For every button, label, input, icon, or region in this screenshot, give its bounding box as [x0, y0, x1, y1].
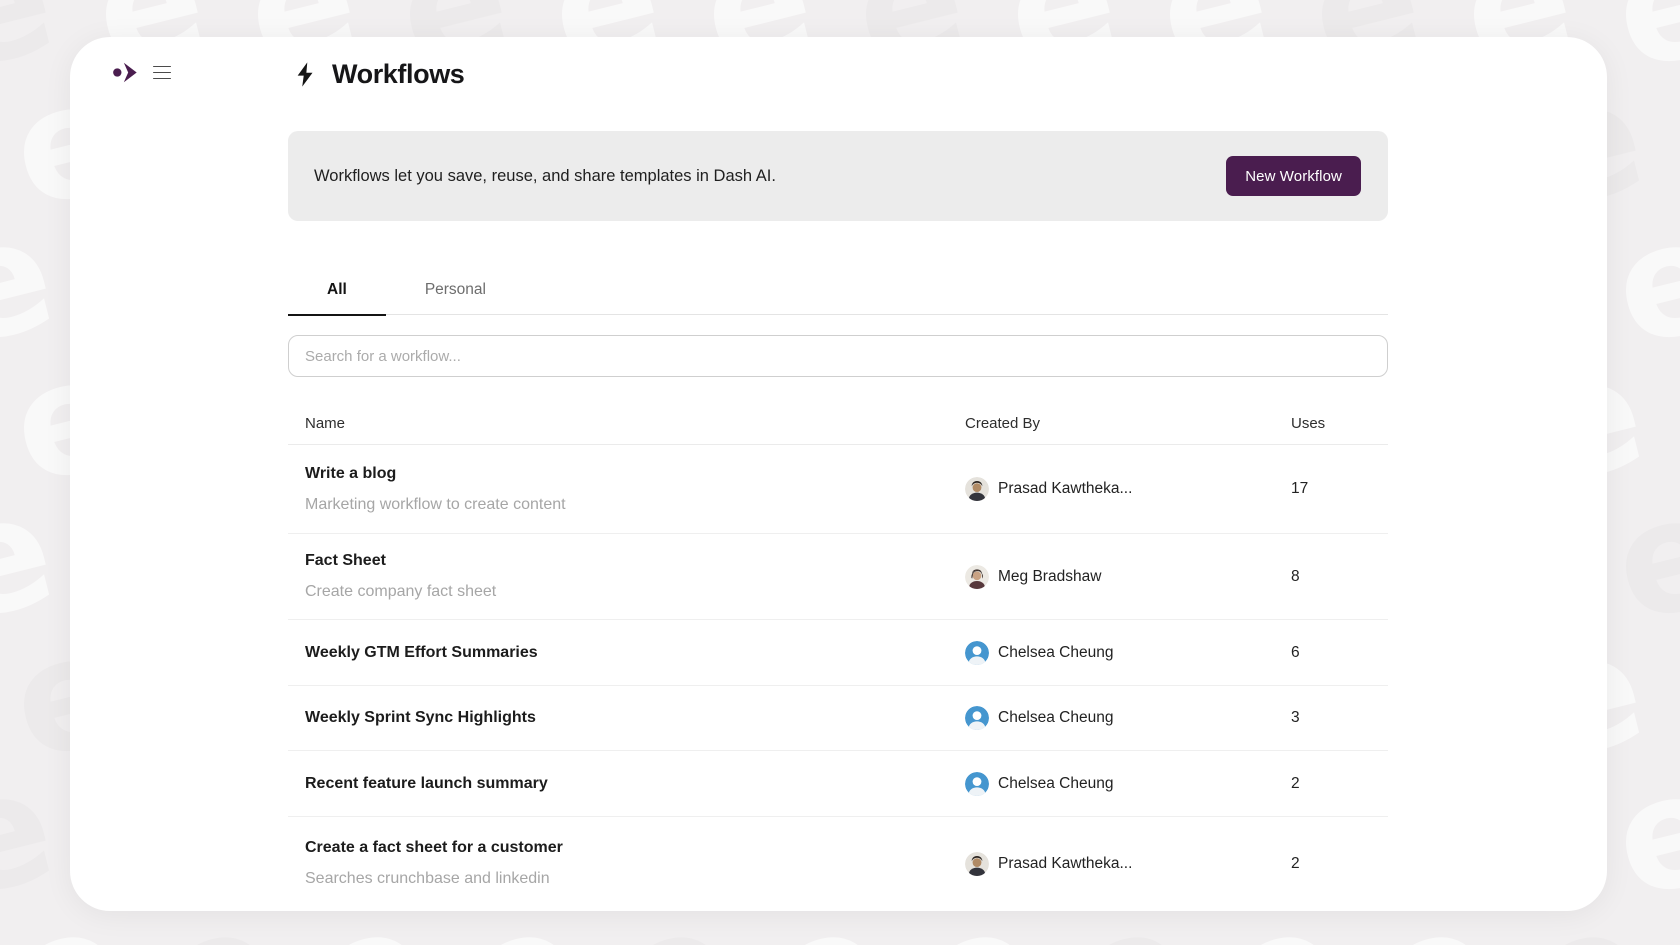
workflow-description: Marketing workflow to create content	[305, 495, 566, 513]
column-header-name: Name	[305, 414, 346, 432]
avatar	[965, 706, 989, 730]
avatar	[965, 477, 989, 501]
table-header: Name Created By Uses	[288, 402, 1388, 445]
creator-name: Chelsea Cheung	[998, 709, 1114, 726]
uses-count: 2	[1291, 854, 1300, 872]
table-row[interactable]: Fact Sheet Create company fact sheet Meg…	[288, 534, 1388, 620]
avatar	[965, 851, 989, 876]
new-workflow-button[interactable]: New Workflow	[1226, 156, 1361, 196]
app-logo-icon	[113, 62, 137, 83]
workflow-name: Weekly Sprint Sync Highlights	[305, 709, 536, 726]
table-row[interactable]: Write a blog Marketing workflow to creat…	[288, 445, 1388, 534]
workflows-table: Name Created By Uses Write a blog Market…	[288, 402, 1388, 910]
tab-bar: All Personal	[288, 267, 1388, 316]
creator-name: Chelsea Cheung	[998, 774, 1114, 792]
tab-personal[interactable]: Personal	[424, 281, 486, 299]
avatar	[965, 564, 989, 589]
column-header-created-by: Created By	[965, 414, 1041, 432]
workflow-name: Write a blog	[305, 464, 397, 482]
workflow-name: Weekly GTM Effort Summaries	[305, 643, 538, 661]
page-title: Workflows	[332, 59, 465, 89]
brand-area	[112, 61, 171, 84]
workflow-name: Create a fact sheet for a customer	[305, 839, 563, 856]
uses-count: 8	[1291, 567, 1300, 585]
creator-name: Prasad Kawtheka...	[998, 480, 1133, 497]
search-input[interactable]	[288, 335, 1388, 377]
page-header: Workflows	[295, 59, 465, 90]
info-banner: Workflows let you save, reuse, and share…	[288, 131, 1388, 221]
uses-count: 2	[1291, 774, 1300, 792]
uses-count: 6	[1291, 643, 1300, 661]
table-row[interactable]: Create a fact sheet for a customer Searc…	[288, 817, 1388, 910]
workflow-name: Recent feature launch summary	[305, 774, 548, 792]
hamburger-icon	[153, 65, 171, 68]
app-window: Workflows Workflows let you save, reuse,…	[70, 37, 1607, 911]
table-row[interactable]: Weekly Sprint Sync Highlights Chelsea Ch…	[288, 686, 1388, 751]
uses-count: 17	[1291, 480, 1309, 497]
creator-name: Chelsea Cheung	[998, 643, 1114, 661]
search-container	[288, 335, 1388, 377]
lightning-bolt-icon	[297, 62, 313, 87]
workflow-description: Create company fact sheet	[305, 583, 497, 600]
avatar	[965, 771, 989, 796]
workflow-description: Searches crunchbase and linkedin	[305, 870, 550, 887]
banner-text: Workflows let you save, reuse, and share…	[314, 166, 776, 185]
table-row[interactable]: Weekly GTM Effort Summaries Chelsea Cheu…	[288, 620, 1388, 686]
column-header-uses: Uses	[1291, 414, 1326, 432]
workflow-name: Fact Sheet	[305, 552, 386, 569]
uses-count: 3	[1291, 709, 1300, 726]
menu-button[interactable]	[153, 65, 171, 80]
table-row[interactable]: Recent feature launch summary Chelsea Ch…	[288, 751, 1388, 817]
avatar	[965, 640, 989, 665]
creator-name: Meg Bradshaw	[998, 567, 1102, 585]
creator-name: Prasad Kawtheka...	[998, 854, 1133, 872]
tab-all[interactable]: All	[288, 267, 386, 316]
